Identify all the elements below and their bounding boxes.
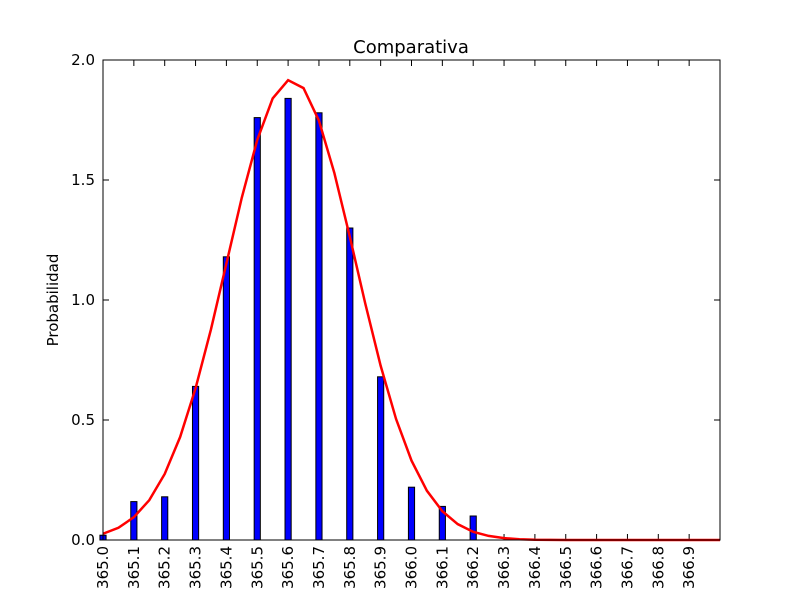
bar: [253, 117, 261, 541]
y-tick-label: 1.0: [71, 291, 95, 309]
x-tick-label: 366.1: [433, 546, 451, 589]
x-tick-label: 365.0: [94, 546, 112, 589]
chart-title: Comparativa: [353, 37, 469, 58]
bar: [377, 376, 385, 541]
bar: [346, 227, 354, 541]
x-tick-label: 365.6: [279, 546, 297, 589]
bar: [469, 515, 477, 541]
x-tick-label: 366.6: [588, 546, 606, 589]
bar: [191, 385, 200, 541]
y-tick-label: 1.5: [71, 171, 95, 189]
y-axis-label: Probabilidad: [44, 254, 62, 347]
x-tick-label: 366.4: [526, 546, 544, 589]
bar: [130, 501, 138, 541]
x-tick-label: 365.2: [156, 546, 174, 589]
x-tick-label: 365.9: [372, 546, 390, 589]
bar: [407, 486, 416, 541]
x-tick-label: 366.8: [649, 546, 667, 589]
x-tick-label: 365.1: [125, 546, 143, 589]
y-tick-label: 2.0: [71, 51, 95, 69]
bar: [284, 97, 292, 541]
x-tick-label: 365.4: [217, 546, 235, 589]
x-tick-label: 365.5: [248, 546, 266, 589]
x-tick-label: 366.0: [403, 546, 421, 589]
x-tick-label: 366.7: [618, 546, 636, 589]
x-tick-label: 366.3: [495, 546, 513, 589]
x-tick-label: 366.9: [680, 546, 698, 589]
x-tick-label: 366.2: [464, 546, 482, 589]
y-tick-label: 0.0: [71, 531, 95, 549]
bar: [161, 496, 169, 541]
x-tick-label: 365.7: [310, 546, 328, 589]
plot-frame: [102, 59, 721, 541]
bar: [222, 256, 230, 541]
y-tick-label: 0.5: [71, 411, 95, 429]
x-tick-label: 365.3: [187, 546, 205, 589]
x-tick-label: 366.5: [557, 546, 575, 589]
x-tick-label: 365.8: [341, 546, 359, 589]
bar: [315, 112, 323, 541]
